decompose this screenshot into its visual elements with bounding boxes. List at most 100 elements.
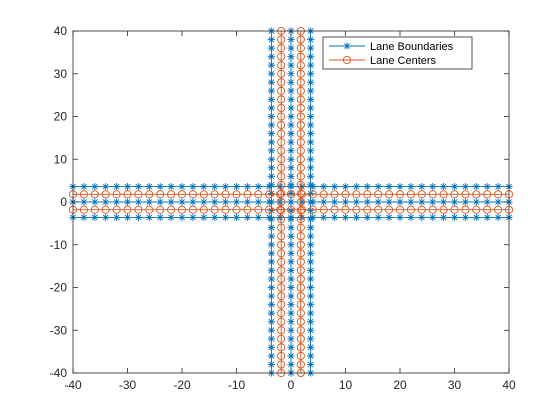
data-point (199, 190, 208, 199)
data-point (296, 172, 305, 181)
data-point (296, 146, 305, 155)
data-point (267, 104, 275, 112)
data-point (287, 181, 295, 189)
data-point (145, 183, 153, 191)
data-point (296, 121, 305, 130)
data-point (211, 183, 219, 191)
legend-marker (343, 42, 351, 50)
series-markers (69, 183, 513, 191)
data-point (296, 291, 305, 301)
data-point (145, 205, 154, 214)
data-point (307, 138, 315, 146)
series-layer (68, 26, 514, 378)
data-point (296, 360, 305, 369)
data-point (254, 198, 262, 206)
data-point (178, 213, 186, 221)
data-point (90, 190, 99, 199)
data-point (320, 183, 328, 191)
data-point (277, 180, 286, 189)
data-point (277, 61, 286, 70)
data-point (287, 61, 295, 69)
data-point (417, 205, 426, 214)
data-point (145, 213, 153, 221)
data-point (222, 198, 230, 206)
data-point (439, 190, 448, 199)
data-point (277, 35, 286, 44)
y-tick-label: 10 (54, 152, 68, 166)
data-point (341, 213, 350, 221)
data-point (287, 266, 295, 274)
data-point (188, 205, 197, 214)
data-point (440, 198, 448, 206)
data-point (287, 95, 295, 103)
data-point (145, 190, 154, 199)
data-point (307, 275, 315, 283)
data-point (267, 292, 275, 300)
data-point (296, 44, 305, 53)
data-point (374, 198, 382, 206)
data-point (276, 190, 285, 199)
series-markers (68, 205, 514, 214)
data-point (307, 309, 315, 317)
data-point (461, 190, 470, 199)
data-point (352, 183, 360, 191)
data-point (296, 69, 305, 78)
data-point (287, 283, 295, 292)
data-point (267, 112, 275, 121)
y-tick-label: 0 (60, 195, 67, 209)
data-point (101, 205, 110, 214)
data-point (267, 241, 275, 249)
data-point (156, 213, 164, 221)
data-point (374, 213, 382, 221)
data-point (277, 317, 286, 326)
data-point (267, 326, 275, 334)
data-point (296, 351, 305, 360)
data-point (189, 198, 197, 206)
data-point (483, 205, 492, 214)
data-point (307, 104, 315, 112)
data-point (296, 215, 305, 224)
data-point (296, 129, 305, 138)
data-point (287, 44, 295, 52)
data-point (341, 183, 350, 191)
data-point (267, 266, 275, 274)
data-point (222, 213, 230, 221)
data-point (296, 343, 305, 352)
data-point (330, 190, 339, 199)
data-point (461, 183, 469, 191)
data-point (267, 35, 275, 44)
data-point (267, 215, 275, 223)
data-point (307, 249, 315, 257)
data-point (483, 213, 491, 221)
data-point (167, 183, 175, 191)
data-point (307, 232, 315, 240)
data-point (428, 190, 437, 199)
data-point (277, 240, 286, 249)
data-point (429, 183, 437, 191)
data-point (287, 130, 295, 138)
data-point (307, 352, 315, 360)
data-point (80, 213, 88, 221)
data-point (296, 197, 305, 207)
y-tick-label: 40 (54, 24, 68, 38)
data-point (267, 53, 275, 61)
data-point (472, 205, 481, 214)
data-point (134, 213, 142, 221)
data-point (102, 213, 110, 221)
data-point (221, 190, 230, 199)
data-point (428, 205, 437, 214)
data-point (156, 190, 165, 199)
data-point (396, 213, 404, 221)
data-point (156, 205, 165, 214)
data-point (134, 198, 142, 206)
data-point (307, 198, 315, 206)
data-point (277, 163, 286, 172)
data-point (461, 198, 469, 206)
data-point (267, 335, 275, 343)
data-point (177, 190, 187, 199)
data-point (418, 198, 426, 206)
data-point (277, 197, 286, 207)
data-point (287, 35, 295, 44)
data-point (267, 343, 275, 351)
data-point (211, 213, 219, 221)
